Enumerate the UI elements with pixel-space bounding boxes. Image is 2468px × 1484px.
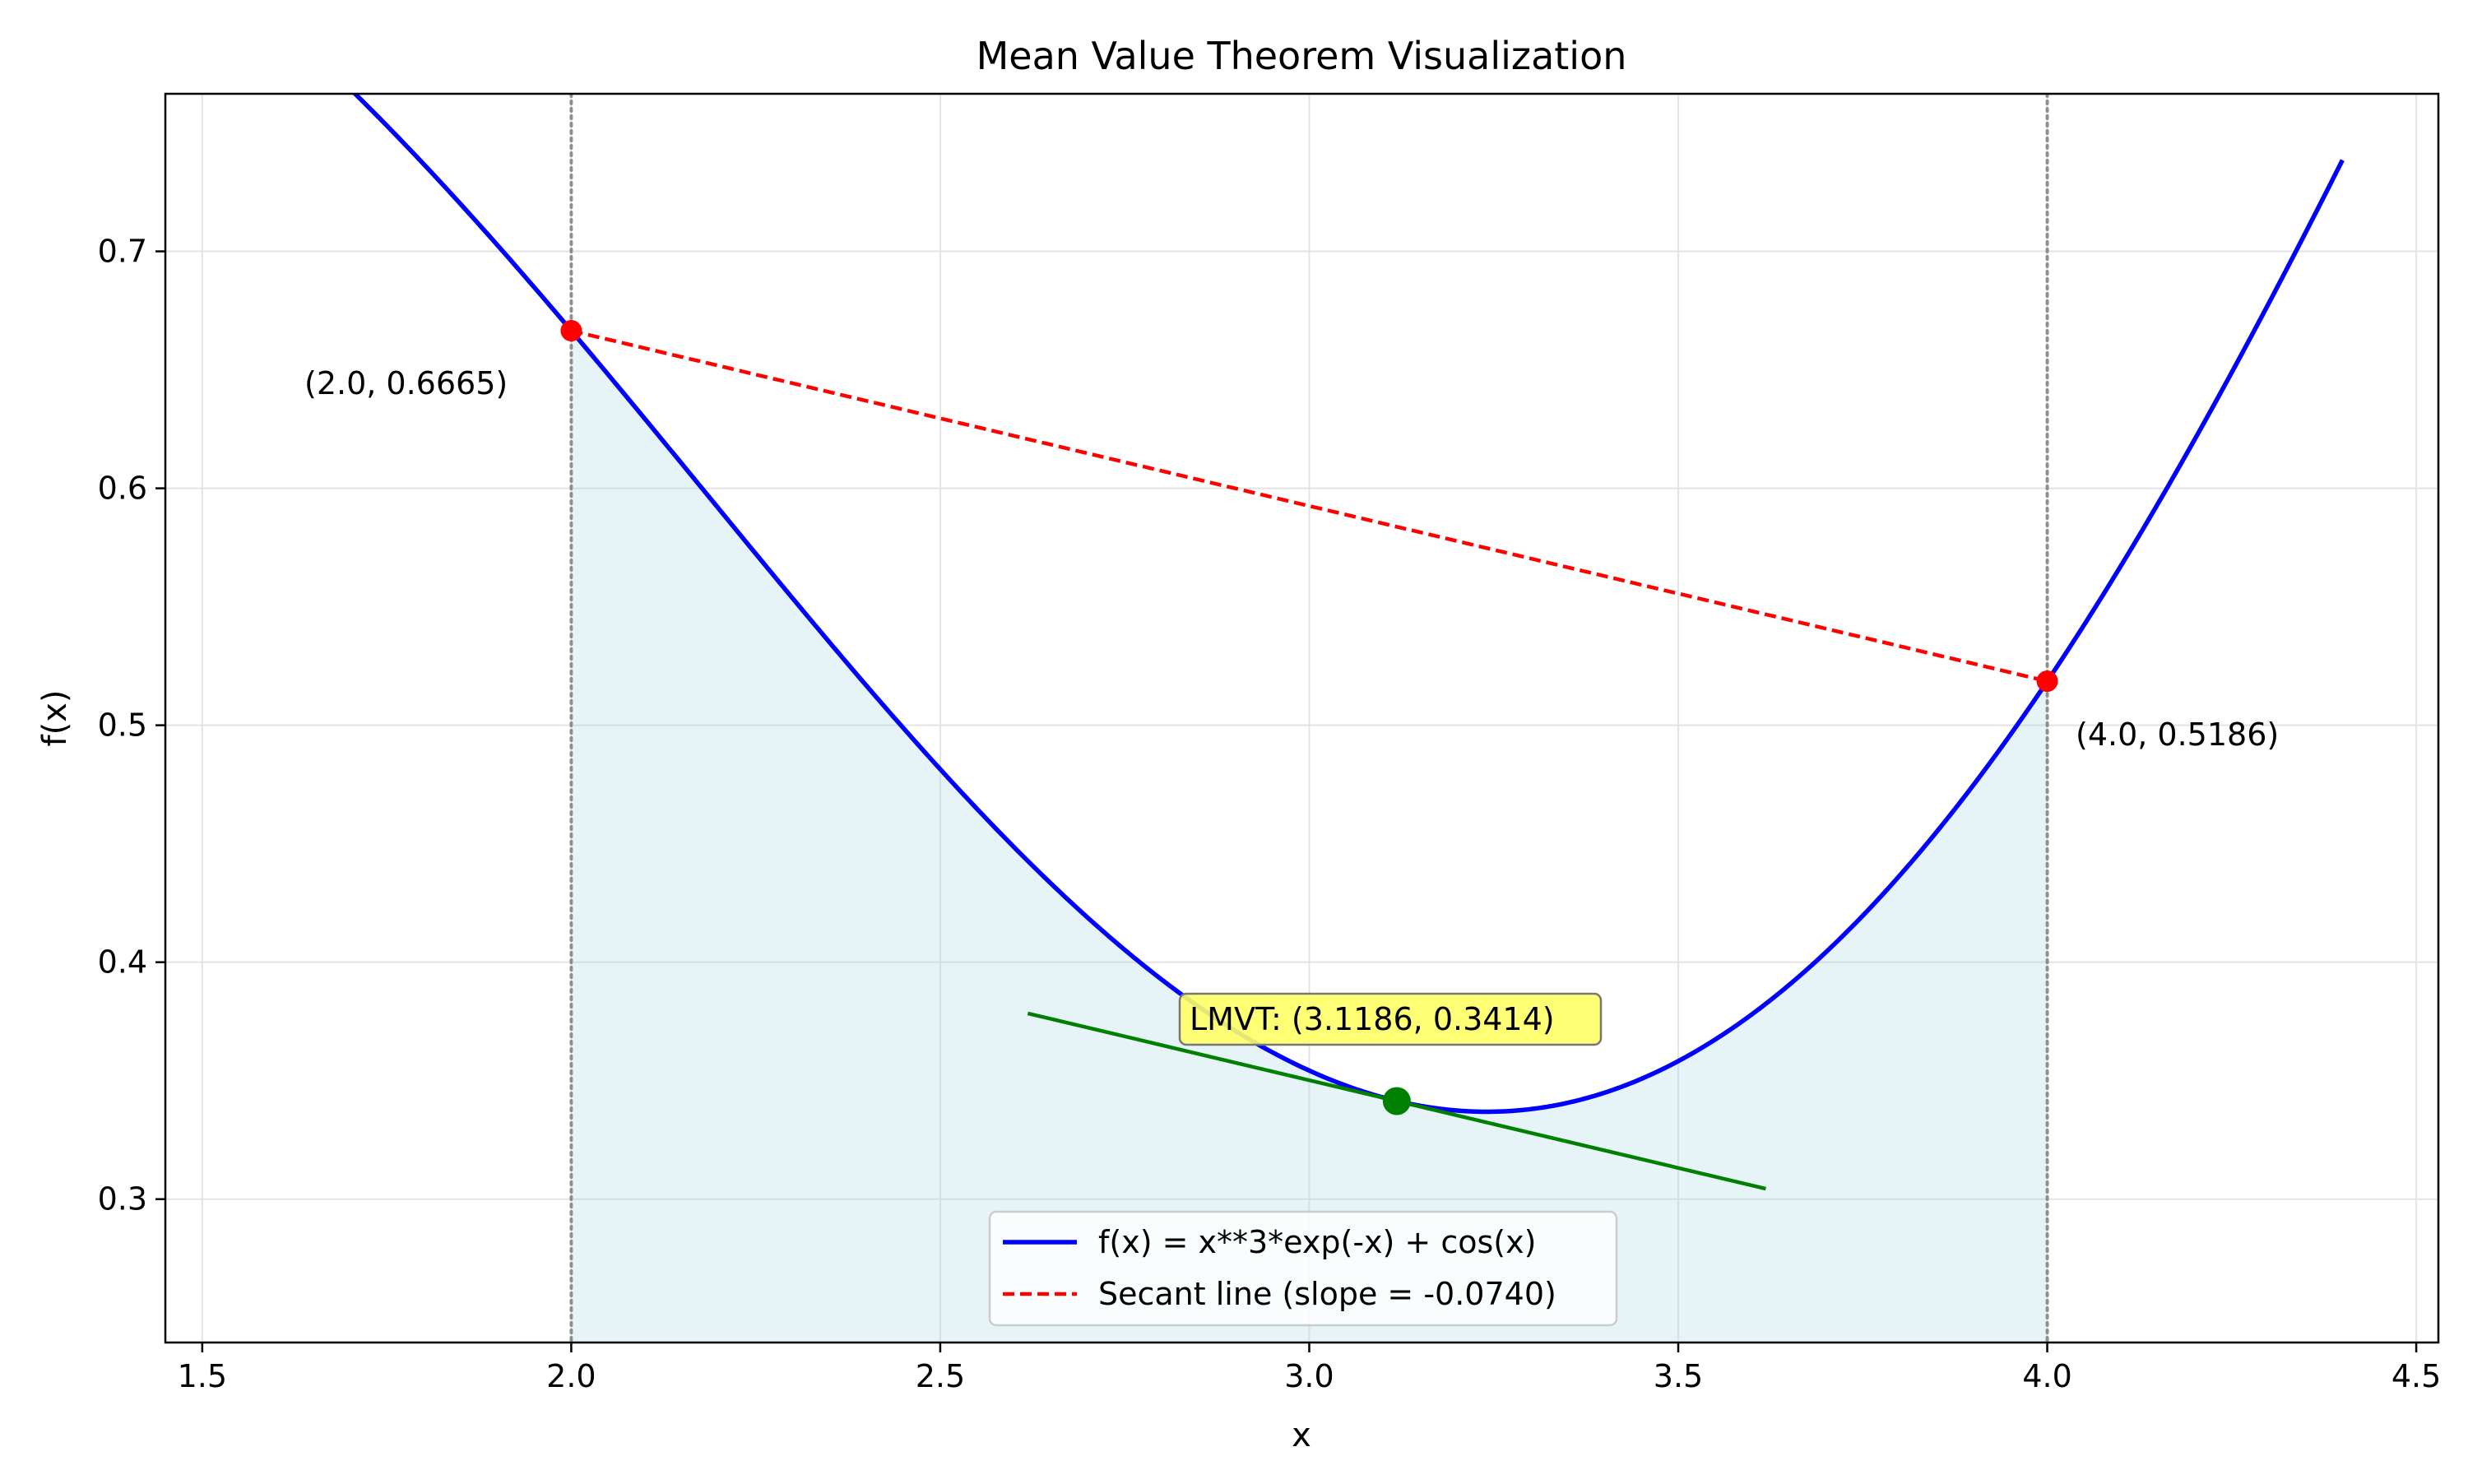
endpoint-b [2036,670,2058,693]
point-label-a: (2.0, 0.6665) [304,365,508,401]
x-tick-label: 3.0 [1284,1358,1334,1394]
area-under-curve [571,330,2048,1343]
mvt-label-box [1178,992,1603,1046]
point-label-b: (4.0, 0.5186) [2076,716,2279,753]
points [560,320,2058,1115]
y-tick-label: 0.3 [98,1181,147,1217]
x-tick-label: 3.5 [1654,1358,1703,1394]
mvt-point [1382,1087,1411,1115]
legend-box [988,1210,1618,1327]
x-tick-label: 4.0 [2022,1358,2071,1394]
shaded-region [571,330,2048,1343]
y-axis-ticks: 0.3 0.4 0.5 0.6 0.7 [98,234,165,1217]
mvt-label: LMVT: (3.1186, 0.3414) [1190,1001,1555,1037]
x-axis-ticks: 1.5 2.0 2.5 3.0 3.5 4.0 4.5 [178,1343,2441,1394]
y-tick-label: 0.6 [98,471,147,507]
y-tick-label: 0.4 [98,944,147,981]
x-tick-label: 1.5 [178,1358,227,1394]
y-tick-label: 0.7 [98,234,147,270]
x-axis-label: x [1292,1417,1311,1454]
y-axis-label: f(x) [36,690,74,747]
secant-line [570,328,2048,684]
vertical-reference-lines [569,94,2049,1343]
x-tick-label: 2.0 [546,1358,596,1394]
plot-frame [164,92,2440,1344]
x-tick-label: 2.5 [916,1358,965,1394]
legend: f(x) = x**3*exp(-x) + cos(x) Secant line … [988,1210,1618,1327]
y-tick-label: 0.5 [98,707,147,744]
endpoint-a [560,320,582,342]
x-tick-label: 4.5 [2391,1358,2441,1394]
chart-title: Mean Value Theorem Visualization [977,34,1627,78]
legend-label-curve: f(x) = x**3*exp(-x) + cos(x) [1098,1224,1536,1260]
legend-label-secant: Secant line (slope = -0.0740) [1098,1276,1556,1312]
annotations: (2.0, 0.6665) (4.0, 0.5186) LMVT: (3.1186,… [304,365,2279,1046]
